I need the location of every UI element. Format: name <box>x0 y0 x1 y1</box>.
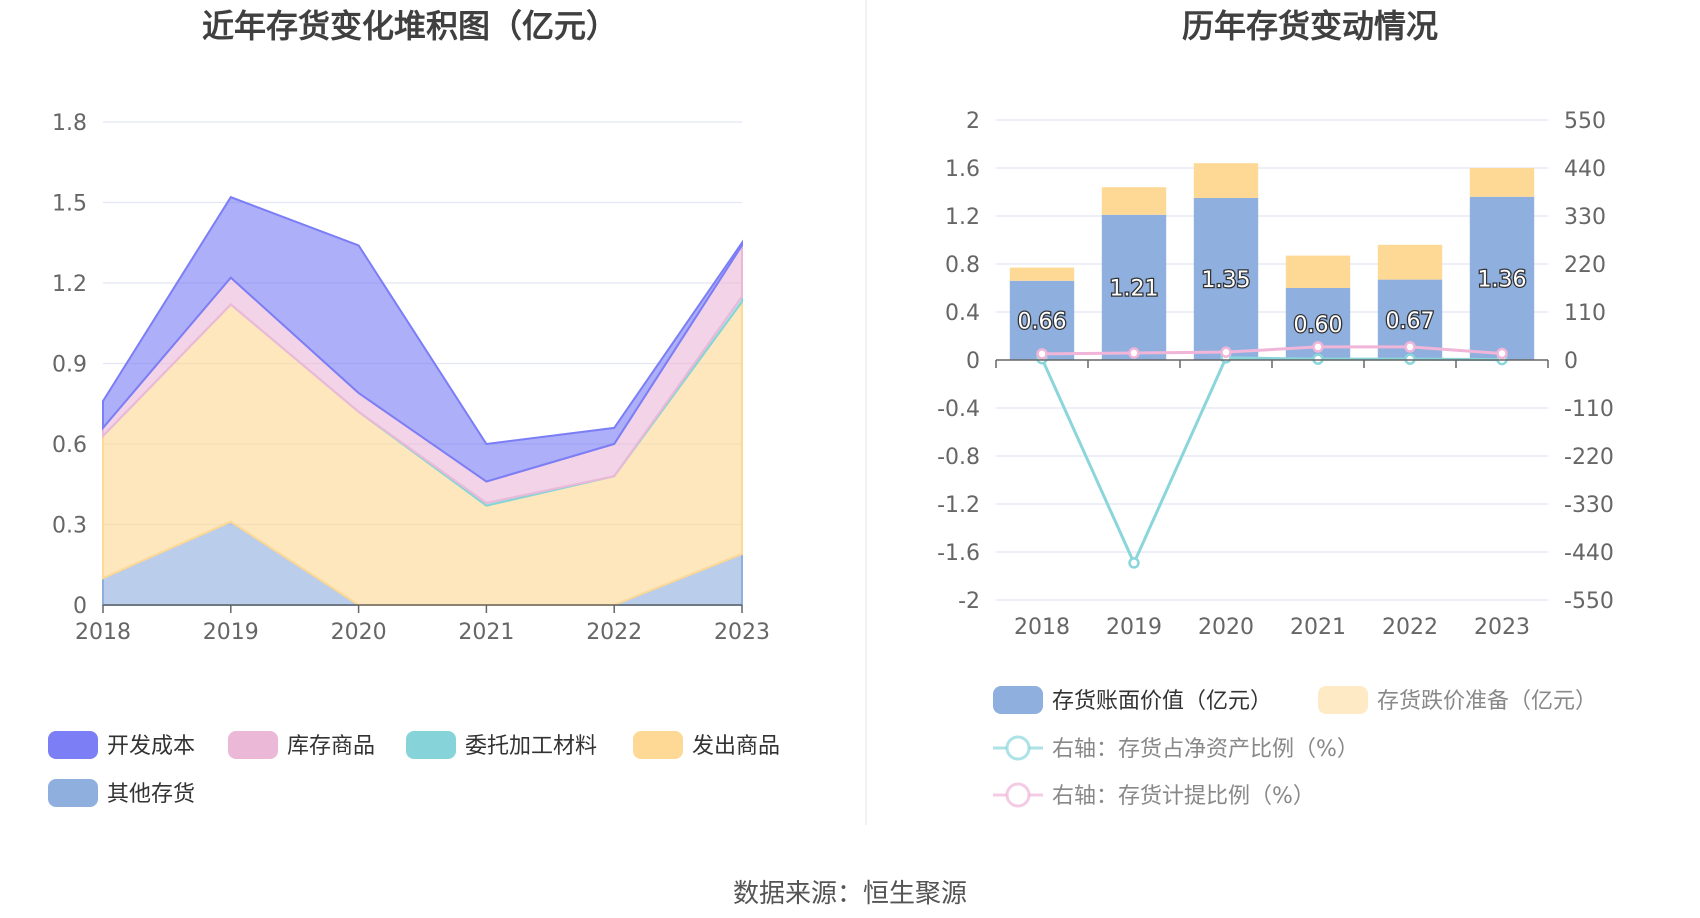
line-point-右轴：存货计提比例（%） <box>1036 348 1048 360</box>
legend-label-存货账面价值（亿元）[interactable]: 存货账面价值（亿元） <box>1052 689 1272 714</box>
right-y2-tick-label: 440 <box>1564 157 1606 182</box>
bar-data-label: 0.66 <box>1018 309 1067 334</box>
right-y-tick-label: -1.6 <box>937 541 980 566</box>
legend-swatch-marker-右轴：存货计提比例（%）[interactable] <box>1005 782 1031 808</box>
line-point-右轴：存货计提比例（%） <box>1220 346 1232 358</box>
legend-label-委托加工材料[interactable]: 委托加工材料 <box>465 734 597 759</box>
bar-data-label: 0.60 <box>1294 313 1343 338</box>
right-x-tick-label: 2018 <box>1014 615 1070 640</box>
bar-存货账面价值（亿元）-2020 <box>1193 198 1259 360</box>
left-areas <box>102 195 743 606</box>
left-x-tick-label: 2022 <box>586 620 642 645</box>
right-y-tick-label: 2 <box>966 109 980 134</box>
bar-存货跌价准备（亿元）-2019 <box>1101 187 1167 215</box>
right-x-tick-label: 2021 <box>1290 615 1346 640</box>
right-y-tick-label: -0.4 <box>937 397 980 422</box>
left-x-tick-label: 2021 <box>458 620 514 645</box>
right-grid <box>996 119 1548 601</box>
legend-swatch-存货跌价准备（亿元）[interactable] <box>1318 686 1368 714</box>
legend-label-存货跌价准备（亿元）[interactable]: 存货跌价准备（亿元） <box>1377 689 1597 714</box>
legend-label-右轴：存货占净资产比例（%）[interactable]: 右轴：存货占净资产比例（%） <box>1052 737 1359 762</box>
left-x-tick-label: 2020 <box>331 620 387 645</box>
right-y-tick-label: 0 <box>966 349 980 374</box>
legend-swatch-委托加工材料[interactable] <box>406 731 456 759</box>
bar-存货跌价准备（亿元）-2020 <box>1193 163 1259 198</box>
right-x-tick-label: 2020 <box>1198 615 1254 640</box>
left-x-tick-label: 2023 <box>714 620 770 645</box>
bar-存货跌价准备（亿元）-2021 <box>1285 255 1351 288</box>
left-chart-title: 近年存货变化堆积图（亿元） <box>202 7 618 45</box>
legend-label-库存商品[interactable]: 库存商品 <box>287 734 375 759</box>
line-point-右轴：存货计提比例（%） <box>1496 347 1508 360</box>
right-y-tick-label: 1.2 <box>945 205 980 230</box>
legend-label-开发成本[interactable]: 开发成本 <box>107 734 195 759</box>
left-x-tick-label: 2018 <box>75 620 131 645</box>
left-y-tick-label: 0.3 <box>52 514 87 539</box>
bar-存货账面价值（亿元）-2018 <box>1009 280 1075 360</box>
bar-存货账面价值（亿元）-2023 <box>1469 196 1535 360</box>
right-y-tick-label: -1.2 <box>937 493 980 518</box>
line-point-右轴：存货占净资产比例（%） <box>1312 353 1324 365</box>
left-y-tick-label: 1.2 <box>52 272 87 297</box>
right-chart-title: 历年存货变动情况 <box>1182 7 1438 45</box>
right-x-tick-label: 2022 <box>1382 615 1438 640</box>
legend-label-发出商品[interactable]: 发出商品 <box>692 734 780 759</box>
line-右轴：存货占净资产比例（%） <box>1040 356 1503 567</box>
area-series-开发成本 <box>102 195 743 483</box>
right-lines <box>1036 341 1508 569</box>
bar-data-label: 1.36 <box>1478 267 1527 292</box>
bar-存货跌价准备（亿元）-2022 <box>1377 244 1443 280</box>
left-y-tick-label: 1.8 <box>52 111 87 136</box>
legend-swatch-存货账面价值（亿元）[interactable] <box>993 686 1043 714</box>
left-axis: 0 0.3 0.6 0.9 1.2 1.5 1.8 2018 2019 2020 2021 2022 2… <box>52 111 770 645</box>
left-y-tick-label: 1.5 <box>52 192 87 217</box>
bar-存货账面价值（亿元）-2019 <box>1101 214 1167 360</box>
line-point-右轴：存货占净资产比例（%） <box>1128 557 1140 569</box>
line-point-右轴：存货计提比例（%） <box>1404 341 1416 353</box>
left-y-tick-label: 0.6 <box>52 433 87 458</box>
left-x-tick-label: 2019 <box>203 620 259 645</box>
right-y-tick-label: 0.4 <box>945 301 980 326</box>
legend-swatch-marker-右轴：存货占净资产比例（%）[interactable] <box>1005 735 1031 761</box>
legend-swatch-其他存货[interactable] <box>48 779 98 807</box>
legend-label-其他存货[interactable]: 其他存货 <box>107 782 195 807</box>
right-y-tick-label: 1.6 <box>945 157 980 182</box>
right-y2-tick-label: 550 <box>1564 109 1606 134</box>
right-y2-tick-label: 330 <box>1564 205 1606 230</box>
bar-data-label: 0.67 <box>1386 309 1435 334</box>
right-bars: 0.66 1.21 1.35 0.60 0.67 1.36 <box>1009 163 1535 360</box>
bar-data-label: 1.35 <box>1202 268 1251 293</box>
right-y-tick-label: -2 <box>958 589 980 614</box>
right-y-tick-label: -0.8 <box>937 445 980 470</box>
right-y2-tick-label: -220 <box>1564 445 1614 470</box>
right-x-tick-label: 2023 <box>1474 615 1530 640</box>
right-legend[interactable]: 存货账面价值（亿元） 存货跌价准备（亿元） 右轴：存货占净资产比例（%） 右轴：存货计… <box>993 686 1597 809</box>
legend-swatch-开发成本[interactable] <box>48 731 98 759</box>
bar-存货跌价准备（亿元）-2023 <box>1469 168 1535 197</box>
right-y-tick-label: 0.8 <box>945 253 980 278</box>
right-y2-tick-label: -110 <box>1564 397 1614 422</box>
legend-label-右轴：存货计提比例（%）[interactable]: 右轴：存货计提比例（%） <box>1052 784 1315 809</box>
right-y2-tick-label: 220 <box>1564 253 1606 278</box>
legend-swatch-发出商品[interactable] <box>633 731 683 759</box>
right-y2-tick-label: -550 <box>1564 589 1614 614</box>
line-右轴：存货计提比例（%） <box>1041 345 1503 356</box>
bar-data-label: 1.21 <box>1110 276 1159 301</box>
left-y-tick-label: 0.9 <box>52 353 87 378</box>
line-point-右轴：存货占净资产比例（%） <box>1404 353 1416 365</box>
right-y2-tick-label: -440 <box>1564 541 1614 566</box>
bar-存货跌价准备（亿元）-2018 <box>1009 267 1075 281</box>
right-x-tick-label: 2019 <box>1106 615 1162 640</box>
data-source-text: 数据来源：恒生聚源 <box>733 879 967 909</box>
right-y2-tick-label: -330 <box>1564 493 1614 518</box>
legend-swatch-库存商品[interactable] <box>228 731 278 759</box>
right-y2-tick-label: 110 <box>1564 301 1606 326</box>
left-y-tick-label: 0 <box>73 594 87 619</box>
line-point-右轴：存货计提比例（%） <box>1312 341 1324 353</box>
right-y2-tick-label: 0 <box>1564 349 1578 374</box>
line-point-右轴：存货计提比例（%） <box>1128 347 1140 359</box>
right-axis: -2 -1.6 -1.2 -0.8 -0.4 0 0.4 0.8 1.2 1.6 2 -550 -440… <box>937 109 1614 640</box>
